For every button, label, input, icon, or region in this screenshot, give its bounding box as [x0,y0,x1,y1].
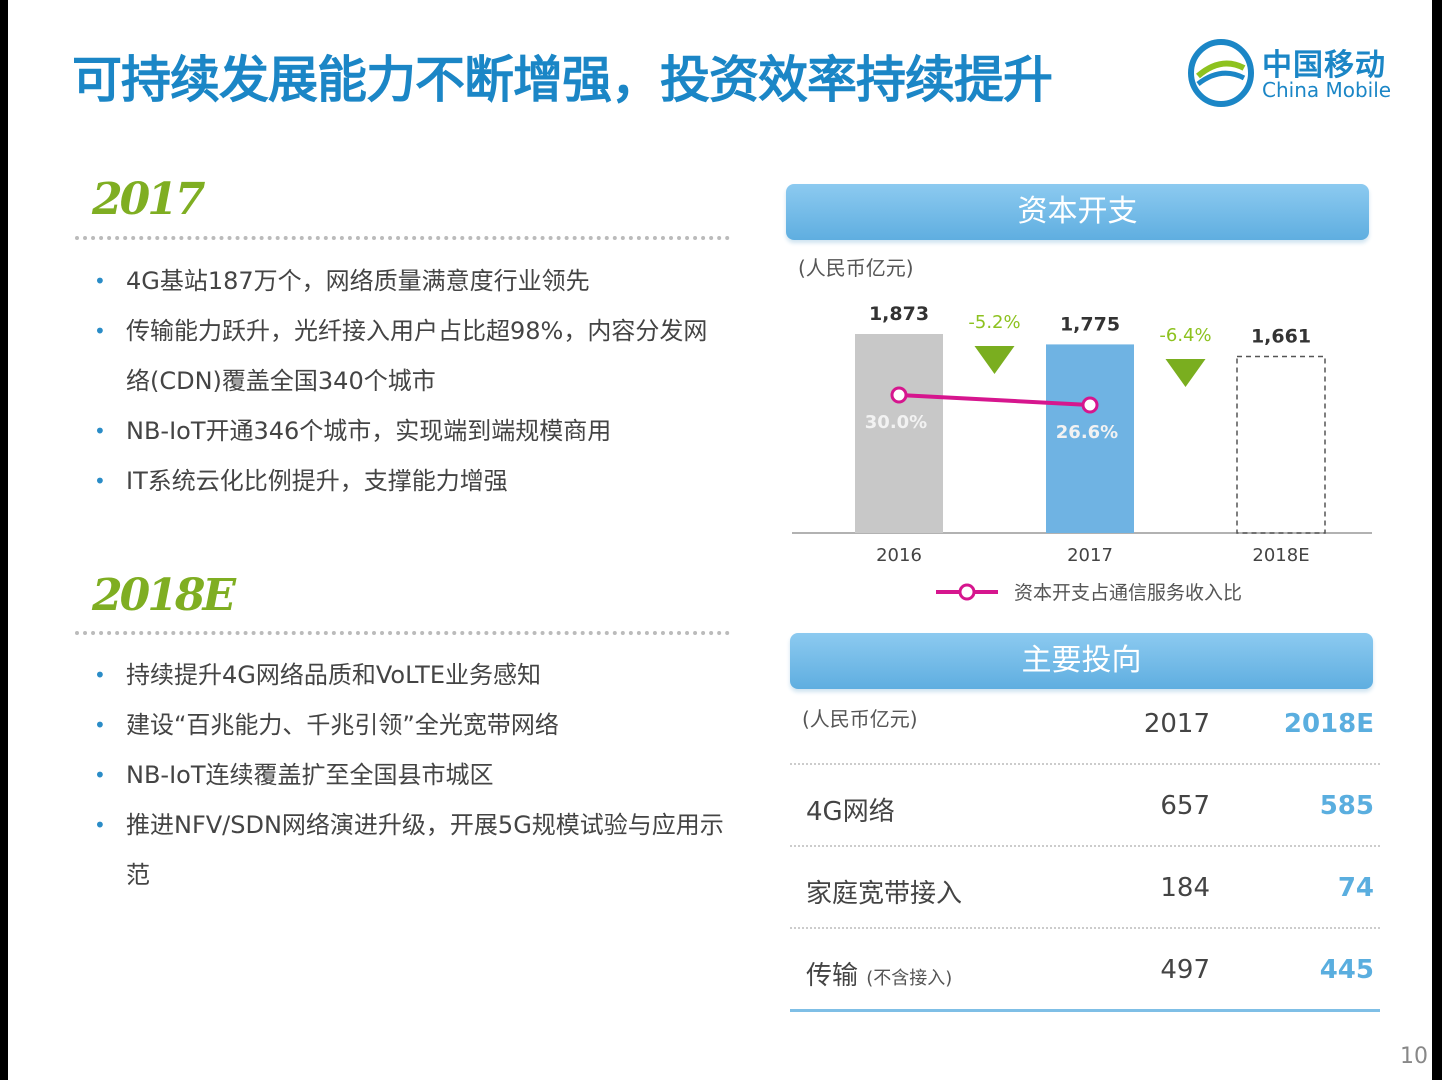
ratio-point [890,386,908,404]
down-arrow-icon [1165,359,1206,387]
bar-value-label: 1,775 [1060,313,1120,335]
x-tick-label: 2018E [1252,545,1309,566]
bullet-text: 建设“百兆能力、千兆引领”全光宽带网络 [126,711,559,739]
bullet-text: 4G基站187万个，网络质量满意度行业领先 [126,267,590,295]
change-label: -5.2% [968,312,1020,333]
bullet-icon: • [94,319,106,343]
bullet-text: NB-IoT开通346个城市，实现端到端规模商用 [126,417,612,445]
bullet-text: IT系统云化比例提升，支撑能力增强 [126,467,508,495]
legend: 资本开支占通信服务收入比 [936,582,1242,604]
ratio-line [898,393,1091,407]
bullet-icon: • [94,469,106,493]
logo-en-text: China Mobile [1262,78,1392,102]
column-header-2017: 2017 [1143,709,1210,739]
row-label: 家庭宽带接入 [806,879,963,909]
bar-value-label: 1,873 [869,303,929,325]
row-label: 4G网络 [806,797,895,827]
legend-circle-marker [958,583,976,601]
bullet-icon: • [94,419,106,443]
logo-cn-text: 中国移动 [1262,48,1386,83]
value-2017: 657 [1160,791,1210,821]
china-mobile-logo-icon [1188,39,1254,107]
bullet-text: 推进NFV/SDN网络演进升级，开展5G规模试验与应用示范 [126,811,724,889]
bullet-icon: • [94,269,106,293]
list-item: • 持续提升4G网络品质和VoLTE业务感知 [88,650,728,700]
bullet-list-2017: • 4G基站187万个，网络质量满意度行业领先 • 传输能力跃升，光纤接入用户占比超… [88,256,728,506]
capex-header: 资本开支 [786,184,1369,240]
invest-unit-label: (人民币亿元) [802,707,918,731]
bar-2017 [1046,344,1134,533]
bar-2018E [1236,355,1326,534]
list-item: • NB-IoT开通346个城市，实现端到端规模商用 [88,406,728,456]
table-header-row: (人民币亿元) 2017 2018E [790,695,1380,765]
value-2018e: 585 [1319,791,1374,821]
section-2017-heading: 2017 [92,174,205,225]
list-item: • 传输能力跃升，光纤接入用户占比超98%，内容分发网络(CDN)覆盖全国340个… [88,306,728,406]
bullet-text: NB-IoT连续覆盖扩至全国县市城区 [126,761,494,789]
value-2017: 184 [1160,873,1210,903]
page-number: 10 [1400,1044,1428,1069]
ratio-label: 26.6% [1056,422,1118,443]
section-2018-heading: 2018E [92,570,236,621]
list-item: • 4G基站187万个，网络质量满意度行业领先 [88,256,728,306]
ratio-label: 30.0% [865,412,927,433]
x-tick-label: 2016 [876,545,922,566]
bullet-icon: • [94,813,106,837]
bullet-text: 传输能力跃升，光纤接入用户占比超98%，内容分发网络(CDN)覆盖全国340个城… [126,317,708,395]
table-row: 传输 (不含接入) 497 445 [790,929,1380,1012]
divider [75,236,730,240]
capex-unit-label: (人民币亿元) [798,256,914,280]
column-header-2018e: 2018E [1283,709,1374,739]
invest-table: (人民币亿元) 2017 2018E 4G网络 657 585 家庭宽带接入 1… [790,695,1380,1012]
row-label: 传输 (不含接入) [806,961,953,991]
page-title: 可持续发展能力不断增强，投资效率持续提升 [72,51,1053,109]
table-row: 4G网络 657 585 [790,765,1380,847]
bullet-icon: • [94,763,106,787]
bullet-list-2018: • 持续提升4G网络品质和VoLTE业务感知 • 建设“百兆能力、千兆引领”全光宽带… [88,650,728,900]
invest-header: 主要投向 [790,633,1373,689]
value-2017: 497 [1160,955,1210,985]
list-item: • NB-IoT连续覆盖扩至全国县市城区 [88,750,728,800]
legend-label: 资本开支占通信服务收入比 [1014,582,1242,604]
bullet-icon: • [94,713,106,737]
list-item: • 建设“百兆能力、千兆引领”全光宽带网络 [88,700,728,750]
list-item: • IT系统云化比例提升，支撑能力增强 [88,456,728,506]
bullet-icon: • [94,663,106,687]
ratio-point [1081,396,1099,414]
row-note: (不含接入) [866,968,953,989]
slide: 可持续发展能力不断增强，投资效率持续提升 中国移动 China Mobile 2… [8,0,1432,1080]
bullet-text: 持续提升4G网络品质和VoLTE业务感知 [126,661,541,689]
bar-2016 [855,334,943,533]
divider [75,631,730,635]
x-tick-label: 2017 [1067,545,1113,566]
down-arrow-icon [974,346,1015,374]
list-item: • 推进NFV/SDN网络演进升级，开展5G规模试验与应用示范 [88,800,728,900]
value-2018e: 445 [1319,955,1374,985]
change-label: -6.4% [1159,325,1211,346]
table-row: 家庭宽带接入 184 74 [790,847,1380,929]
value-2018e: 74 [1337,873,1374,903]
china-mobile-logo: 中国移动 China Mobile [1186,38,1406,108]
bar-value-label: 1,661 [1251,326,1311,348]
